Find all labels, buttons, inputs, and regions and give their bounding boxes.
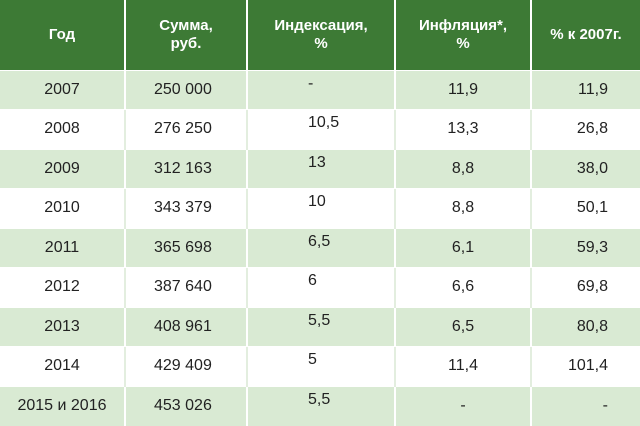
cell-indexation: 6 xyxy=(247,267,396,307)
cell-sum: 343 379 xyxy=(125,188,248,228)
table-row: 2011 365 698 6,5 6,1 59,3 xyxy=(0,227,640,268)
cell-indexation: 5 xyxy=(247,346,396,386)
table-body: 2007 250 000-11,9 11,9 2008 276 250 10,5 13,3 2… xyxy=(0,69,640,426)
table-header: Год Сумма, руб. Индексация, % Инфляция*,… xyxy=(0,0,640,70)
cell-percent-to-2007: 59,3 xyxy=(531,227,640,268)
table-row: 2008 276 250 10,5 13,3 26,8 xyxy=(0,109,640,149)
cell-percent-to-2007: 101,4 xyxy=(531,346,640,386)
cell-year: 2009 xyxy=(0,148,126,189)
cell-inflation: 6,1 xyxy=(395,227,532,268)
table-row: 2015 и 2016 453 026 5,5- - xyxy=(0,385,640,426)
cell-indexation: 5,5 xyxy=(247,306,396,347)
cell-inflation: 8,8 xyxy=(395,188,532,228)
cell-indexation: 13 xyxy=(247,148,396,189)
cell-inflation: - xyxy=(395,385,532,426)
cell-year: 2010 xyxy=(0,188,126,228)
cell-indexation: 5,5 xyxy=(247,385,396,426)
cell-sum: 429 409 xyxy=(125,346,248,386)
cell-indexation: 10 xyxy=(247,188,396,228)
cell-sum: 365 698 xyxy=(125,227,248,268)
header-year: Год xyxy=(0,0,126,70)
header-inflation: Инфляция*, % xyxy=(395,0,532,70)
cell-inflation: 11,4 xyxy=(395,346,532,386)
table-row: 2014 429 409 5 11,4 101,4 xyxy=(0,346,640,386)
table-row: 2009 312 163 13 8,8 38,0 xyxy=(0,148,640,189)
header-sum: Сумма, руб. xyxy=(125,0,248,70)
table-row: 2007 250 000-11,9 11,9 xyxy=(0,69,640,110)
cell-percent-to-2007: 26,8 xyxy=(531,109,640,149)
cell-inflation: 11,9 xyxy=(395,69,532,110)
cell-sum: 387 640 xyxy=(125,267,248,307)
cell-sum: 408 961 xyxy=(125,306,248,347)
cell-year: 2015 и 2016 xyxy=(0,385,126,426)
header-indexation: Индексация, % xyxy=(247,0,396,70)
cell-percent-to-2007: 38,0 xyxy=(531,148,640,189)
cell-year: 2014 xyxy=(0,346,126,386)
cell-year: 2008 xyxy=(0,109,126,149)
cell-inflation: 6,5 xyxy=(395,306,532,347)
cell-year: 2012 xyxy=(0,267,126,307)
table-row: 2010 343 379 10 8,8 50,1 xyxy=(0,188,640,228)
cell-year: 2007 xyxy=(0,69,126,110)
cell-percent-to-2007: - xyxy=(531,385,640,426)
cell-percent-to-2007: 50,1 xyxy=(531,188,640,228)
cell-sum: 312 163 xyxy=(125,148,248,189)
cell-indexation: 10,5 xyxy=(247,109,396,149)
cell-sum: 453 026 xyxy=(125,385,248,426)
cell-year: 2011 xyxy=(0,227,126,268)
cell-inflation: 13,3 xyxy=(395,109,532,149)
cell-sum: 250 000 xyxy=(125,69,248,110)
table-row: 2012 387 640 6 6,6 69,8 xyxy=(0,267,640,307)
cell-percent-to-2007: 80,8 xyxy=(531,306,640,347)
cell-indexation: - xyxy=(247,69,396,110)
cell-indexation: 6,5 xyxy=(247,227,396,268)
table-row: 2013 408 961 5,5 6,5 80,8 xyxy=(0,306,640,347)
cell-inflation: 8,8 xyxy=(395,148,532,189)
cell-year: 2013 xyxy=(0,306,126,347)
header-row: Год Сумма, руб. Индексация, % Инфляция*,… xyxy=(0,0,640,70)
cell-sum: 276 250 xyxy=(125,109,248,149)
header-percent-to-2007: % к 2007г. xyxy=(531,0,640,70)
cell-percent-to-2007: 11,9 xyxy=(531,69,640,110)
cell-percent-to-2007: 69,8 xyxy=(531,267,640,307)
cell-inflation: 6,6 xyxy=(395,267,532,307)
